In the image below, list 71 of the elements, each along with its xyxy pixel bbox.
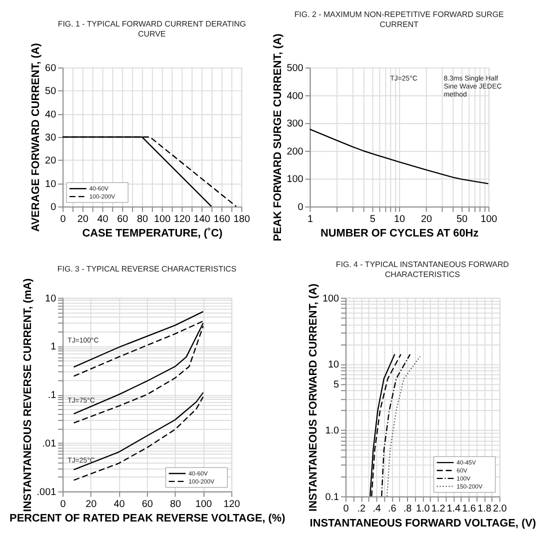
y-axis-title: INSTANTANEOUS REVERSE CURRENT, (mA)	[22, 278, 34, 512]
x-tick-label: 1	[307, 214, 314, 225]
y-axis-title: INSTANTANEOUS FORWARD CURRENT, (A)	[307, 283, 320, 512]
x-tick-label: 60	[117, 214, 129, 225]
y-tick-label: .01	[42, 438, 57, 450]
y-tick-label: 0	[298, 202, 304, 213]
x-tick-label: 1.6	[462, 504, 476, 515]
x-tick-label: 80	[136, 214, 148, 225]
y-tick-label: 1	[50, 342, 57, 353]
x-tick-label: 1.2	[431, 504, 446, 515]
y-tick-label: 10	[45, 293, 57, 304]
x-tick-label: .6	[388, 504, 397, 515]
x-tick-label: 1.4	[446, 504, 462, 515]
x-tick-label: 40	[114, 498, 126, 510]
x-tick-label: 50	[456, 214, 468, 225]
x-tick-label: 120	[174, 214, 191, 225]
x-tick-label: .4	[372, 504, 382, 515]
x-tick-label: 80	[170, 498, 182, 510]
y-tick-label: 10	[45, 178, 57, 190]
y-tick-label: 100	[322, 293, 340, 304]
y-axis-title: PEAK FORWARD SURGE CURRENT, (A)	[272, 33, 284, 242]
x-tick-label: 40	[97, 214, 109, 225]
x-tick-label: 2.0	[492, 504, 508, 515]
x-tick-label: .2	[357, 504, 366, 515]
x-tick-label: 20	[86, 498, 98, 510]
y-tick-label: 50	[45, 86, 57, 98]
x-tick-label: 20	[77, 214, 89, 225]
x-tick-label: .8	[403, 504, 412, 515]
x-tick-label: 0	[60, 498, 66, 510]
line-series	[386, 356, 421, 496]
chart-title: FIG. 2 - MAXIMUM NON-REPETITIVE FORWARD SURGE CURRENT	[294, 10, 504, 30]
y-tick-label: 10	[328, 359, 340, 370]
y-axis-title: AVERAGE FORWARD CURRENT, (A)	[30, 42, 42, 232]
x-axis-title: INSTANTANEOUS FORWARD VOLTAGE, (V)	[310, 518, 536, 530]
x-tick-label: 120	[224, 498, 241, 510]
y-tick-label: 100	[286, 174, 304, 186]
y-tick-label: 500	[286, 62, 304, 74]
y-tick-label: 400	[286, 90, 304, 102]
x-tick-label: 100	[480, 214, 498, 225]
x-tick-label: 1.0	[416, 504, 430, 515]
y-tick-label: 5	[333, 379, 340, 390]
y-tick-label: 30	[45, 132, 57, 144]
x-axis-title: NUMBER OF CYCLES AT 60Hz	[320, 228, 480, 240]
x-tick-label: 140	[194, 214, 211, 225]
y-tick-label: 300	[286, 118, 304, 130]
x-tick-label: 100	[154, 214, 172, 225]
chart-title: FIG. 4 - TYPICAL INSTANTANEOUS FORWARD CHARACTERISTICS	[336, 260, 510, 280]
y-tick-label: 20	[45, 156, 57, 167]
x-tick-label: 160	[214, 214, 231, 225]
y-tick-label: 200	[286, 146, 304, 158]
x-tick-label: 5	[370, 214, 376, 225]
x-tick-label: 60	[142, 498, 154, 510]
y-tick-label: .1	[48, 390, 57, 402]
chart-title: FIG. 3 - TYPICAL REVERSE CHARACTERISTICS	[57, 264, 236, 274]
x-axis-title: PERCENT OF RATED PEAK REVERSE VOLTAGE, (%)	[10, 512, 286, 525]
x-tick-label: 10	[394, 214, 406, 225]
x-tick-label: 1.8	[478, 504, 492, 515]
x-axis-title: CASE TEMPERATURE, (˚C)	[82, 228, 223, 240]
x-tick-label: 180	[233, 214, 250, 225]
y-tick-label: 0.1	[325, 492, 340, 503]
x-tick-label: 100	[195, 498, 212, 510]
y-tick-label: 40	[45, 109, 57, 120]
x-tick-label: 0	[60, 214, 66, 225]
y-tick-label: 60	[45, 62, 57, 74]
x-tick-label: 0	[343, 504, 350, 515]
y-tick-label: 0	[50, 202, 57, 213]
x-tick-label: 20	[420, 214, 432, 225]
y-tick-label: 1.0	[325, 426, 340, 437]
line-series	[381, 354, 411, 496]
y-tick-label: .001	[36, 486, 57, 498]
chart-title: FIG. 1 - TYPICAL FORWARD CURRENT DERATING CURVE	[58, 20, 246, 39]
